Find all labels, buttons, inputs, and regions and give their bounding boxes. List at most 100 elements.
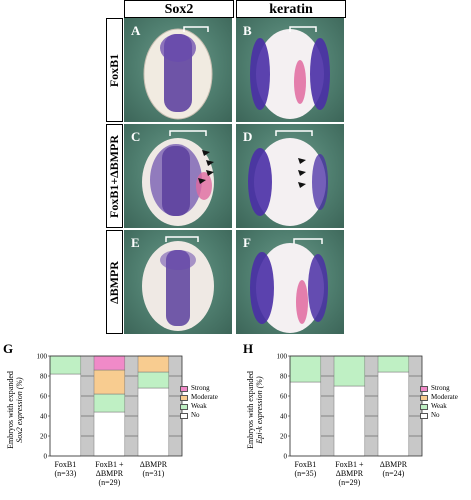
bar-gap bbox=[320, 356, 334, 456]
y-tick-label: 0 bbox=[44, 453, 48, 461]
category-label-line: ΔBMPR bbox=[379, 460, 408, 469]
y-tick-label: 40 bbox=[280, 413, 288, 421]
legend-label: No bbox=[191, 411, 200, 419]
y-tick-label: 60 bbox=[280, 393, 288, 401]
legend-item: No bbox=[180, 411, 218, 420]
embryo-sox2-dbmpr-image bbox=[142, 236, 214, 331]
category-label: FoxB1 (n=35) bbox=[275, 460, 335, 478]
legend-label: Strong bbox=[191, 384, 210, 392]
embryo-keratin-dbmpr-image bbox=[250, 238, 328, 333]
embryo-keratin-foxb1-dbmpr-image bbox=[248, 130, 328, 226]
photo-panel-c: C bbox=[124, 124, 232, 228]
legend-item: Weak bbox=[420, 402, 458, 411]
legend-swatch bbox=[180, 385, 188, 392]
row-label-foxb1: FoxB1 bbox=[106, 18, 123, 122]
bar-segment-no bbox=[289, 381, 322, 457]
photo-panel-d: D bbox=[236, 124, 344, 228]
category-label-line: FoxB1 bbox=[54, 460, 77, 469]
bar-segment-no bbox=[49, 373, 82, 457]
legend-label: Weak bbox=[191, 402, 207, 410]
category-label: FoxB1 + ΔBMPR (n=29) bbox=[319, 460, 379, 487]
y-tick-label: 20 bbox=[40, 433, 48, 441]
chart-g-ylabel-line1: Embryos with expanded bbox=[6, 371, 16, 449]
bar-gap bbox=[168, 356, 182, 456]
legend-label: Weak bbox=[431, 402, 447, 410]
bar-segment-weak bbox=[333, 355, 366, 387]
legend-item: Strong bbox=[420, 384, 458, 393]
legend-swatch bbox=[180, 394, 188, 401]
panel-label-c: C bbox=[131, 129, 141, 144]
panel-label-d: D bbox=[243, 129, 253, 144]
legend-label: Moderate bbox=[191, 393, 218, 401]
bar-segment-weak bbox=[377, 355, 410, 373]
y-tick-label: 80 bbox=[40, 373, 48, 381]
category-label: FoxB1 + ΔBMPR (n=29) bbox=[79, 460, 139, 487]
category-label-line: ΔBMPR bbox=[139, 460, 168, 469]
legend-swatch bbox=[180, 412, 188, 419]
category-label-line: (n=33) bbox=[54, 469, 77, 478]
bar-segment-moderate bbox=[137, 355, 170, 373]
category-label-line: (n=29) bbox=[98, 478, 121, 487]
bar-segment-no bbox=[137, 387, 170, 457]
bar-segment-no bbox=[93, 411, 126, 457]
legend-swatch bbox=[420, 403, 428, 410]
chart-h-legend: Strong Moderate Weak No bbox=[420, 384, 458, 420]
bar-segment-weak bbox=[289, 355, 322, 383]
y-tick-label: 60 bbox=[40, 393, 48, 401]
embryo-sox2-foxb1-dbmpr-image bbox=[142, 130, 214, 226]
legend-swatch bbox=[420, 385, 428, 392]
legend-swatch bbox=[420, 412, 428, 419]
panel-label-e: E bbox=[131, 235, 140, 250]
category-label: ΔBMPR (n=24) bbox=[363, 460, 423, 478]
panel-letter-g: G bbox=[3, 341, 14, 356]
embryo-sox2-foxb1-image bbox=[143, 26, 213, 120]
panel-label-f: F bbox=[243, 235, 251, 250]
y-tick-label: 20 bbox=[280, 433, 288, 441]
chart-h-ylabel-line1: Embryos with expanded bbox=[246, 371, 256, 449]
category-label-line: FoxB1 + bbox=[95, 460, 124, 469]
photo-panel-f: F bbox=[236, 230, 344, 334]
chart-g-plot: 0 20 40 60 80 100 bbox=[37, 353, 183, 461]
photo-panel-b: B bbox=[236, 18, 344, 122]
legend-label: Strong bbox=[431, 384, 450, 392]
legend-swatch bbox=[180, 403, 188, 410]
category-label-line: FoxB1 bbox=[294, 460, 317, 469]
bar-segment-no bbox=[333, 385, 366, 457]
y-tick-label: 100 bbox=[37, 353, 48, 361]
y-tick-label: 100 bbox=[277, 353, 288, 361]
bar-segment-no bbox=[377, 371, 410, 457]
category-label-line: ΔBMPR bbox=[335, 469, 364, 478]
bar-gap bbox=[124, 356, 138, 456]
bar-segment-strong bbox=[93, 355, 126, 371]
legend-item: Weak bbox=[180, 402, 218, 411]
bar-segment-weak bbox=[137, 371, 170, 389]
panel-label-a: A bbox=[131, 23, 141, 38]
bar-gap bbox=[364, 356, 378, 456]
legend-item: Moderate bbox=[180, 393, 218, 402]
y-tick-label: 40 bbox=[40, 413, 48, 421]
category-label-line: (n=24) bbox=[382, 469, 405, 478]
y-tick-label: 80 bbox=[280, 373, 288, 381]
legend-item: Strong bbox=[180, 384, 218, 393]
bar-gap bbox=[80, 356, 94, 456]
panel-label-b: B bbox=[243, 23, 252, 38]
legend-label: Moderate bbox=[431, 393, 458, 401]
embryo-keratin-foxb1-image bbox=[250, 26, 330, 119]
panel-letter-h: H bbox=[243, 341, 254, 356]
chart-h-plot: 0 20 40 60 80 100 bbox=[277, 353, 423, 461]
chart-g-ylabel: Embryos with expanded Sox2 expression (%… bbox=[0, 356, 30, 464]
bar-gap bbox=[408, 356, 422, 456]
row-label-foxb1-text: FoxB1 bbox=[107, 53, 121, 87]
row-label-dbmpr-text: ΔBMPR bbox=[107, 260, 122, 304]
row-label-foxb1-dbmpr-text: FoxB1+ΔBMPR bbox=[107, 134, 121, 218]
chart-g-ylabel-line2: Sox2 expression (%) bbox=[15, 377, 25, 443]
y-tick-label: 0 bbox=[284, 453, 288, 461]
bar-segment-moderate bbox=[93, 369, 126, 395]
category-label-line: (n=35) bbox=[294, 469, 317, 478]
chart-h-ylabel-line2: Epi-k expression (%) bbox=[255, 376, 265, 444]
legend-swatch bbox=[420, 394, 428, 401]
row-label-foxb1-dbmpr: FoxB1+ΔBMPR bbox=[106, 124, 123, 228]
photo-panel-a: A bbox=[124, 18, 232, 122]
category-label: ΔBMPR (n=31) bbox=[123, 460, 183, 478]
category-label: FoxB1 (n=33) bbox=[35, 460, 95, 478]
